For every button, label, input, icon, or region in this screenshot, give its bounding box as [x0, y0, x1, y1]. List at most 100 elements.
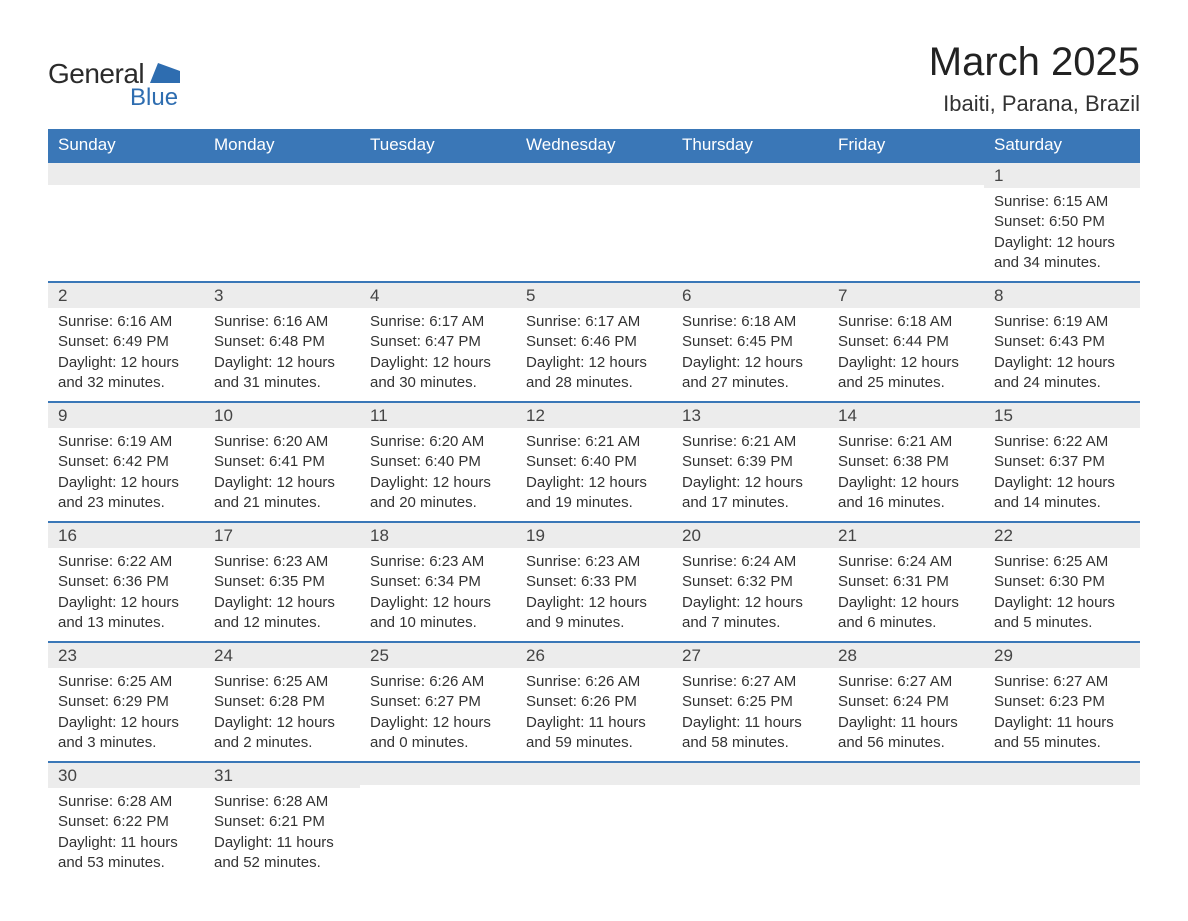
cell-body	[984, 785, 1140, 797]
month-title: March 2025	[929, 40, 1140, 85]
day-number: 1	[984, 163, 1140, 188]
day-number: 21	[828, 523, 984, 548]
day-number: 9	[48, 403, 204, 428]
day-number	[984, 763, 1140, 785]
day-number	[516, 763, 672, 785]
cell-body: Sunrise: 6:19 AMSunset: 6:43 PMDaylight:…	[984, 308, 1140, 401]
calendar-cell	[828, 762, 984, 881]
day-number: 19	[516, 523, 672, 548]
daylight-text: Daylight: 12 hours and 21 minutes.	[214, 473, 350, 514]
daynum-row	[828, 163, 984, 185]
sunset-text: Sunset: 6:27 PM	[370, 692, 506, 712]
daynum-row: 6	[672, 283, 828, 308]
title-block: March 2025 Ibaiti, Parana, Brazil	[929, 40, 1140, 117]
calendar-cell: 30Sunrise: 6:28 AMSunset: 6:22 PMDayligh…	[48, 762, 204, 881]
calendar-cell: 20Sunrise: 6:24 AMSunset: 6:32 PMDayligh…	[672, 522, 828, 642]
sunset-text: Sunset: 6:33 PM	[526, 572, 662, 592]
daylight-text: Daylight: 12 hours and 23 minutes.	[58, 473, 194, 514]
sunrise-text: Sunrise: 6:28 AM	[58, 792, 194, 812]
day-number: 16	[48, 523, 204, 548]
cell-body: Sunrise: 6:23 AMSunset: 6:35 PMDaylight:…	[204, 548, 360, 641]
day-number: 8	[984, 283, 1140, 308]
sunset-text: Sunset: 6:29 PM	[58, 692, 194, 712]
daynum-row: 25	[360, 643, 516, 668]
daynum-row: 19	[516, 523, 672, 548]
daynum-row: 28	[828, 643, 984, 668]
sunset-text: Sunset: 6:28 PM	[214, 692, 350, 712]
calendar-cell: 26Sunrise: 6:26 AMSunset: 6:26 PMDayligh…	[516, 642, 672, 762]
daynum-row	[360, 763, 516, 785]
sunrise-text: Sunrise: 6:19 AM	[994, 312, 1130, 332]
daylight-text: Daylight: 11 hours and 55 minutes.	[994, 713, 1130, 754]
daynum-row	[828, 763, 984, 785]
day-number: 24	[204, 643, 360, 668]
daylight-text: Daylight: 12 hours and 14 minutes.	[994, 473, 1130, 514]
cell-body: Sunrise: 6:17 AMSunset: 6:46 PMDaylight:…	[516, 308, 672, 401]
daynum-row	[204, 163, 360, 185]
daynum-row: 2	[48, 283, 204, 308]
daylight-text: Daylight: 12 hours and 2 minutes.	[214, 713, 350, 754]
sunrise-text: Sunrise: 6:18 AM	[682, 312, 818, 332]
cell-body: Sunrise: 6:28 AMSunset: 6:21 PMDaylight:…	[204, 788, 360, 881]
sunset-text: Sunset: 6:23 PM	[994, 692, 1130, 712]
calendar-cell	[672, 162, 828, 282]
daynum-row: 31	[204, 763, 360, 788]
daylight-text: Daylight: 12 hours and 3 minutes.	[58, 713, 194, 754]
calendar-cell: 4Sunrise: 6:17 AMSunset: 6:47 PMDaylight…	[360, 282, 516, 402]
daylight-text: Daylight: 12 hours and 28 minutes.	[526, 353, 662, 394]
daynum-row: 16	[48, 523, 204, 548]
calendar-cell: 14Sunrise: 6:21 AMSunset: 6:38 PMDayligh…	[828, 402, 984, 522]
sunrise-text: Sunrise: 6:21 AM	[526, 432, 662, 452]
day-number: 2	[48, 283, 204, 308]
sunrise-text: Sunrise: 6:25 AM	[214, 672, 350, 692]
calendar-cell: 25Sunrise: 6:26 AMSunset: 6:27 PMDayligh…	[360, 642, 516, 762]
daynum-row: 24	[204, 643, 360, 668]
day-number: 5	[516, 283, 672, 308]
day-number: 17	[204, 523, 360, 548]
calendar-cell: 2Sunrise: 6:16 AMSunset: 6:49 PMDaylight…	[48, 282, 204, 402]
day-number: 10	[204, 403, 360, 428]
day-number: 14	[828, 403, 984, 428]
day-header: Friday	[828, 129, 984, 162]
sunrise-text: Sunrise: 6:23 AM	[526, 552, 662, 572]
daynum-row: 5	[516, 283, 672, 308]
cell-body: Sunrise: 6:25 AMSunset: 6:29 PMDaylight:…	[48, 668, 204, 761]
daylight-text: Daylight: 12 hours and 17 minutes.	[682, 473, 818, 514]
sunset-text: Sunset: 6:35 PM	[214, 572, 350, 592]
sunrise-text: Sunrise: 6:28 AM	[214, 792, 350, 812]
sunset-text: Sunset: 6:47 PM	[370, 332, 506, 352]
sunset-text: Sunset: 6:40 PM	[370, 452, 506, 472]
day-number: 22	[984, 523, 1140, 548]
daylight-text: Daylight: 12 hours and 16 minutes.	[838, 473, 974, 514]
daylight-text: Daylight: 11 hours and 56 minutes.	[838, 713, 974, 754]
day-number: 30	[48, 763, 204, 788]
calendar-cell: 7Sunrise: 6:18 AMSunset: 6:44 PMDaylight…	[828, 282, 984, 402]
daynum-row: 29	[984, 643, 1140, 668]
day-number: 20	[672, 523, 828, 548]
sunrise-text: Sunrise: 6:26 AM	[370, 672, 506, 692]
day-number: 4	[360, 283, 516, 308]
sunrise-text: Sunrise: 6:27 AM	[838, 672, 974, 692]
calendar-cell: 29 Sunrise: 6:27 AMSunset: 6:23 PMDayligh…	[984, 642, 1140, 762]
cell-body: Sunrise: 6:15 AMSunset: 6:50 PMDaylight:…	[984, 188, 1140, 281]
daylight-text: Daylight: 11 hours and 59 minutes.	[526, 713, 662, 754]
cell-body	[828, 185, 984, 197]
sunrise-text: Sunrise: 6:24 AM	[838, 552, 974, 572]
sunrise-text: Sunrise: 6:26 AM	[526, 672, 662, 692]
sunrise-text: Sunrise: 6:27 AM	[682, 672, 818, 692]
calendar-cell: 13Sunrise: 6:21 AMSunset: 6:39 PMDayligh…	[672, 402, 828, 522]
day-header: Thursday	[672, 129, 828, 162]
sunrise-text: Sunrise: 6:27 AM	[994, 672, 1130, 692]
cell-body: Sunrise: 6:24 AMSunset: 6:31 PMDaylight:…	[828, 548, 984, 641]
daynum-row	[672, 763, 828, 785]
daynum-row: 12	[516, 403, 672, 428]
calendar-week-row: 2Sunrise: 6:16 AMSunset: 6:49 PMDaylight…	[48, 282, 1140, 402]
cell-body: Sunrise: 6:20 AMSunset: 6:41 PMDaylight:…	[204, 428, 360, 521]
daynum-row: 9	[48, 403, 204, 428]
day-number: 15	[984, 403, 1140, 428]
day-header: Sunday	[48, 129, 204, 162]
day-number	[516, 163, 672, 185]
cell-body: Sunrise: 6:26 AMSunset: 6:26 PMDaylight:…	[516, 668, 672, 761]
daylight-text: Daylight: 12 hours and 25 minutes.	[838, 353, 974, 394]
daynum-row: 4	[360, 283, 516, 308]
